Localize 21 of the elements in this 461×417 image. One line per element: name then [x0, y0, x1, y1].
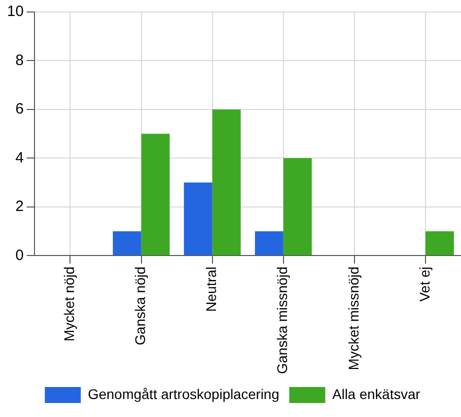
- bar: [283, 158, 312, 256]
- x-tick-label: Mycket missnöjd: [345, 266, 362, 370]
- x-tick-label: Mycket nöjd: [61, 266, 78, 342]
- x-tick-label: Ganska missnöjd: [274, 266, 290, 374]
- y-tick-label: 10: [6, 3, 24, 20]
- y-tick-label: 6: [15, 100, 24, 118]
- y-tick-label: 4: [15, 149, 24, 166]
- y-tick-label: 8: [15, 52, 24, 69]
- y-tick-label: 0: [15, 246, 24, 264]
- bar: [184, 182, 212, 256]
- legend-label: Alla enkätsvar: [332, 386, 421, 402]
- y-tick-label: 2: [15, 198, 24, 216]
- bar: [112, 231, 142, 256]
- x-tick-label: Neutral: [203, 266, 220, 312]
- x-tick-label: Vet ej: [416, 266, 432, 302]
- bar: [254, 231, 284, 256]
- bar: [141, 134, 170, 256]
- bar: [425, 231, 454, 256]
- legend-label: Genomgått artroskopiplacering: [88, 386, 280, 402]
- bar: [212, 109, 241, 256]
- x-tick-label: Ganska nöjd: [132, 266, 148, 346]
